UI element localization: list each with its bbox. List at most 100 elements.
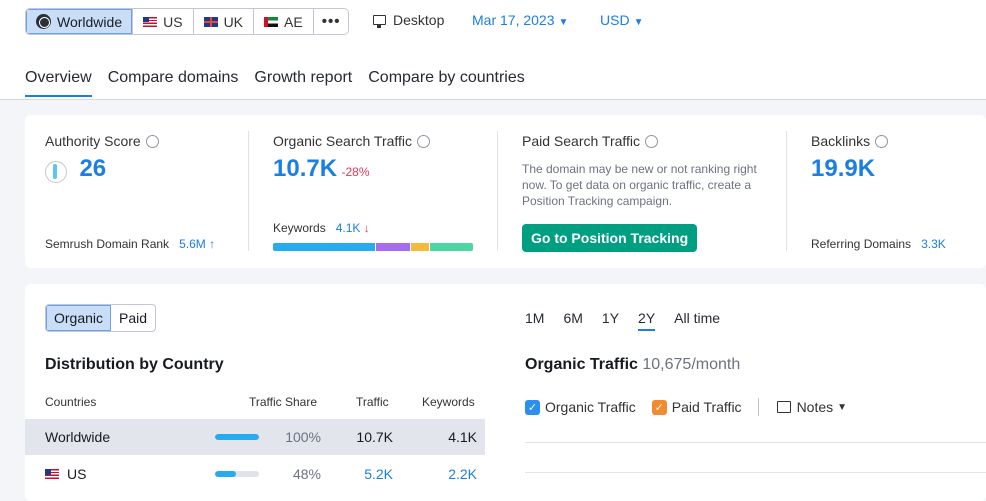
period-2y[interactable]: 2Y <box>638 310 656 331</box>
traffic-value[interactable]: 5.2K <box>364 466 393 482</box>
column-header-keywords[interactable]: Keywords <box>422 395 475 409</box>
divider <box>786 131 787 251</box>
trend-down-icon: ↓ <box>363 221 370 235</box>
authority-score-widget: Authority Score 26 <box>45 133 159 183</box>
monitor-icon <box>373 15 386 28</box>
toggle-paid[interactable]: Paid <box>119 310 148 326</box>
domain-rank-label: Semrush Domain Rank <box>45 237 170 251</box>
main-tabs: Overview Compare domains Growth report C… <box>25 69 525 97</box>
region-ae[interactable]: AE <box>254 9 314 34</box>
notes-dropdown[interactable]: Notes ▼ <box>776 399 848 415</box>
column-header-countries: Countries <box>45 395 97 409</box>
keywords-value[interactable]: 2.2K <box>448 466 477 482</box>
referring-domains-label: Referring Domains <box>811 237 912 251</box>
organic-traffic-widget: Organic Search Traffic 10.7K -28% <box>273 133 431 183</box>
metric-title: Authority Score <box>45 133 159 149</box>
table-row[interactable]: US 48% 5.2K 2.2K <box>25 456 485 492</box>
currency-selector[interactable]: USD ▼ <box>600 12 643 28</box>
checkbox-checked-icon: ✓ <box>651 399 667 415</box>
authority-score-value[interactable]: 26 <box>79 155 107 182</box>
region-label: Worldwide <box>57 13 123 30</box>
top-toolbar: Worldwide US UK AE ••• Desktop Mar 17, 2… <box>0 0 986 100</box>
info-icon[interactable] <box>875 134 889 148</box>
chart-legend: ✓ Organic Traffic ✓ Paid Traffic Notes ▼ <box>525 398 855 416</box>
distribution-card: Organic Paid Distribution by Country Cou… <box>25 284 986 501</box>
chevron-down-icon: ▼ <box>633 17 644 28</box>
divider <box>497 131 498 251</box>
device-selector[interactable]: Desktop <box>373 12 444 28</box>
chart-title: Organic Traffic <box>525 356 638 373</box>
period-1y[interactable]: 1Y <box>601 310 620 326</box>
organic-traffic-value[interactable]: 10.7K <box>273 155 338 182</box>
paid-traffic-message: The domain may be new or not ranking rig… <box>522 162 757 208</box>
traffic-value: 10.7K <box>356 429 393 445</box>
uk-flag-icon <box>203 16 218 27</box>
paid-traffic-widget: Paid Search Traffic The domain may be ne… <box>522 133 762 209</box>
tab-compare-domains[interactable]: Compare domains <box>107 69 239 86</box>
metric-title: Backlinks <box>811 133 889 149</box>
tab-overview[interactable]: Overview <box>25 69 92 97</box>
legend-paid-traffic[interactable]: ✓ Paid Traffic <box>651 399 742 415</box>
chart-gridline <box>525 472 986 473</box>
us-flag-icon <box>45 469 59 479</box>
metric-title: Organic Search Traffic <box>273 133 431 149</box>
organic-traffic-change: -28% <box>341 165 370 179</box>
tab-growth-report[interactable]: Growth report <box>254 69 353 86</box>
us-flag-icon <box>143 16 158 27</box>
keyword-segment <box>429 243 473 251</box>
distribution-title: Distribution by Country <box>45 356 224 373</box>
traffic-share-fill <box>215 434 259 440</box>
legend-label: Paid Traffic <box>671 399 742 415</box>
divider <box>248 131 249 251</box>
metric-title-text: Paid Search Traffic <box>522 133 641 149</box>
traffic-share-bar <box>215 434 259 440</box>
chevron-down-icon: ▼ <box>837 401 848 413</box>
period-selector: 1M 6M 1Y 2Y All time <box>525 310 720 331</box>
referring-domains-value[interactable]: 3.3K <box>921 237 946 251</box>
keywords-summary: Keywords 4.1K ↓ <box>273 221 370 235</box>
column-header-traffic[interactable]: Traffic <box>356 395 389 409</box>
info-icon[interactable] <box>145 134 159 148</box>
chevron-down-icon: ▼ <box>558 17 569 28</box>
device-label: Desktop <box>393 12 445 28</box>
metric-title-text: Authority Score <box>45 133 141 149</box>
go-to-position-tracking-button[interactable]: Go to Position Tracking <box>522 224 698 252</box>
chart-gridline <box>525 442 986 443</box>
traffic-share-fill <box>215 471 237 477</box>
legend-organic-traffic[interactable]: ✓ Organic Traffic <box>525 399 636 415</box>
keyword-segment <box>376 243 410 251</box>
traffic-type-toggle: Organic Paid <box>45 304 157 332</box>
trend-up-icon: ↑ <box>209 237 216 251</box>
metric-title-text: Organic Search Traffic <box>273 133 413 149</box>
country-name: Worldwide <box>45 429 111 445</box>
toggle-organic[interactable]: Organic <box>46 305 112 331</box>
currency-label: USD <box>600 12 630 28</box>
period-all-time[interactable]: All time <box>674 310 721 326</box>
ae-flag-icon <box>264 16 279 27</box>
column-header-share[interactable]: Traffic Share <box>249 395 318 409</box>
info-icon[interactable] <box>645 134 659 148</box>
keyword-segment <box>410 243 429 251</box>
info-icon[interactable] <box>417 134 431 148</box>
tab-compare-by-countries[interactable]: Compare by countries <box>368 69 525 86</box>
keyword-segment <box>273 243 376 251</box>
period-6m[interactable]: 6M <box>563 310 583 326</box>
date-selector[interactable]: Mar 17, 2023 ▼ <box>472 12 568 28</box>
notes-label: Notes <box>796 399 834 415</box>
backlinks-widget: Backlinks 19.9K <box>811 133 889 183</box>
checkbox-checked-icon: ✓ <box>525 399 540 415</box>
keyword-distribution-bar <box>273 243 473 251</box>
metric-title-text: Backlinks <box>811 133 871 149</box>
region-worldwide[interactable]: Worldwide <box>26 9 134 34</box>
table-row[interactable]: Worldwide 100% 10.7K 4.1K <box>25 419 485 455</box>
period-1m[interactable]: 1M <box>525 310 545 326</box>
traffic-share-bar <box>215 471 259 477</box>
metric-title: Paid Search Traffic <box>522 133 762 149</box>
date-label: Mar 17, 2023 <box>472 12 555 28</box>
more-regions-button[interactable]: ••• <box>313 9 349 34</box>
region-uk[interactable]: UK <box>193 9 255 34</box>
region-us[interactable]: US <box>133 9 194 34</box>
domain-rank-value[interactable]: 5.6M <box>179 237 206 251</box>
keywords-value[interactable]: 4.1K <box>335 221 361 235</box>
backlinks-value[interactable]: 19.9K <box>811 155 876 182</box>
